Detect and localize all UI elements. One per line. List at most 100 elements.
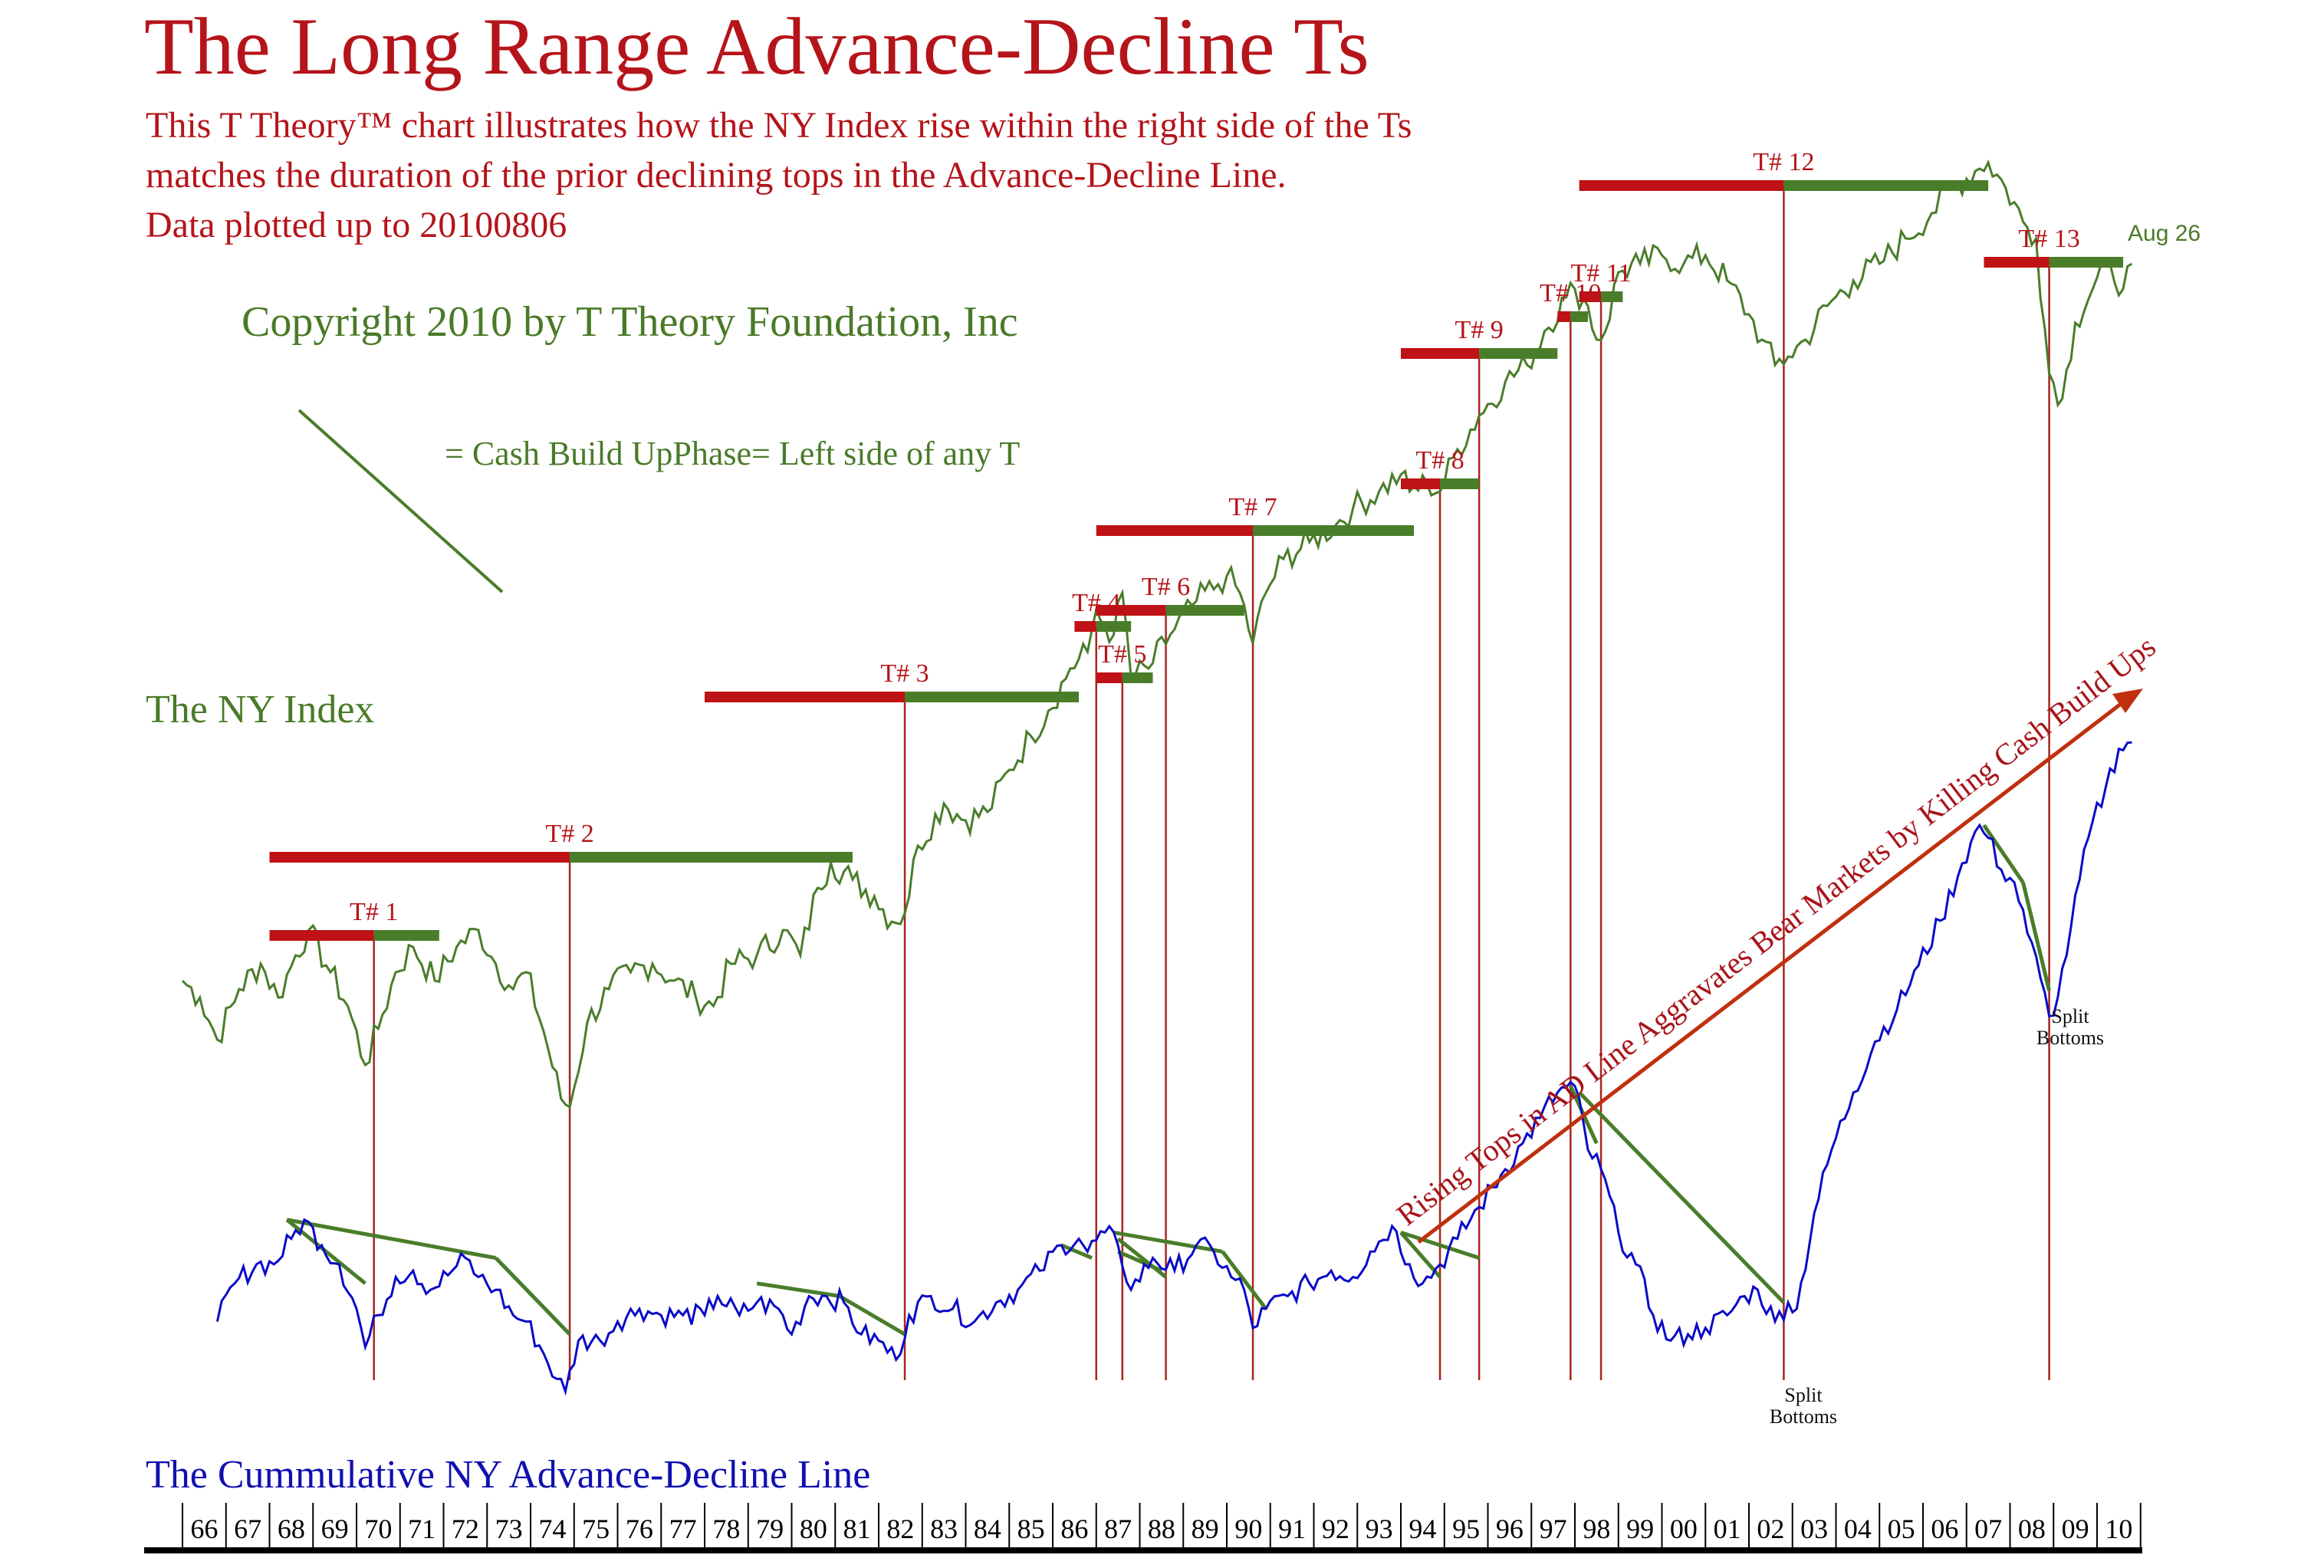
ad-line-label: The Cummulative NY Advance-Decline Line	[146, 1453, 871, 1497]
x-tick-label: 92	[1322, 1514, 1349, 1544]
t-label: T# 9	[1455, 316, 1504, 344]
rising-tops-annotation: Rising Tops in AD Line Aggravates Bear M…	[1390, 629, 2162, 1244]
x-axis: 66 67 68 69 70 71 72 73 74 75 76 77 78 79 80 81 82 83 84 85…	[144, 1503, 2142, 1553]
x-tick-label: 88	[1148, 1514, 1175, 1544]
x-tick-label: 87	[1104, 1514, 1132, 1544]
t-bar-right	[1783, 180, 1989, 191]
t-bar-left	[705, 692, 906, 702]
x-tick-label: 01	[1714, 1514, 1741, 1544]
chart-title: The Long Range Advance-Decline Ts	[144, 2, 1369, 91]
t-label: T# 5	[1098, 640, 1146, 669]
x-tick-label: 95	[1452, 1514, 1480, 1544]
x-tick-label: 86	[1060, 1514, 1088, 1544]
x-tick-label: 85	[1017, 1514, 1045, 1544]
ad-trendline	[1117, 1250, 1162, 1273]
subtitle-line-1: This T Theory™ chart illustrates how the…	[146, 105, 1412, 146]
split-bottoms-ad: Split Bottoms Split Bottoms	[1770, 1005, 2104, 1428]
x-tick-label: 73	[495, 1514, 523, 1544]
x-tick-label: 89	[1192, 1514, 1219, 1544]
x-tick-label: 72	[452, 1514, 479, 1544]
x-tick-label: 71	[408, 1514, 436, 1544]
x-tick-label: 79	[756, 1514, 784, 1544]
rising-tops-arrow	[1417, 700, 2125, 1244]
split-bottoms-1-line-1: Split	[1784, 1384, 1823, 1406]
x-tick-label: 03	[1800, 1514, 1828, 1544]
x-tick-label: 02	[1757, 1514, 1784, 1544]
ad-trendline	[1400, 1231, 1480, 1260]
t-label: T# 2	[545, 820, 593, 848]
t-bar-left	[1096, 672, 1123, 683]
t-vertical-lines	[373, 186, 2050, 1380]
t-bar-left	[1074, 621, 1096, 632]
x-tick-label: 67	[234, 1514, 261, 1544]
x-tick-label: 08	[2018, 1514, 2046, 1544]
t-bar-right	[1440, 478, 1480, 489]
x-tick-label: 74	[538, 1514, 566, 1544]
t-bar-right	[373, 930, 439, 941]
ad-trendline	[838, 1294, 906, 1336]
x-tick-label: 83	[930, 1514, 958, 1544]
subtitle-line-3: Data plotted up to 20100806	[146, 205, 567, 245]
t-bar-right	[1253, 525, 1415, 536]
t-bar-right	[1570, 311, 1589, 322]
t-bar-right	[1096, 621, 1132, 632]
x-tick-label: 76	[626, 1514, 653, 1544]
t-bars	[269, 180, 2124, 941]
ad-trendline	[494, 1256, 571, 1336]
x-tick-label: 77	[669, 1514, 697, 1544]
t-label: T# 7	[1228, 493, 1277, 521]
split-bottoms-2-line-1: Split	[2051, 1005, 2089, 1027]
x-tick-label: 75	[582, 1514, 610, 1544]
x-tick-label: 93	[1366, 1514, 1393, 1544]
t-label: T# 3	[880, 659, 929, 688]
copyright-text: Copyright 2010 by T Theory Foundation, I…	[242, 298, 1018, 346]
t-bar-right	[1601, 291, 1623, 302]
t-label: T# 4	[1072, 589, 1120, 617]
t-bar-right	[570, 852, 853, 863]
t-label: T# 8	[1415, 446, 1464, 475]
t-labels: T# 1 T# 2 T# 3 T# 4 T# 5 T# 6 T# 7 T# 8 T# 9 T# 1…	[350, 148, 2080, 926]
x-tick-label: 99	[1626, 1514, 1654, 1544]
ny-index-label: The NY Index	[146, 688, 375, 731]
ad-trendlines	[285, 823, 2052, 1336]
x-tick-label: 69	[321, 1514, 349, 1544]
rising-tops-text: Rising Tops in AD Line Aggravates Bear M…	[1390, 629, 2162, 1232]
t-bar-right	[1165, 605, 1244, 616]
ad-line	[215, 741, 2132, 1396]
split-bottoms-1-line-2: Bottoms	[1770, 1405, 1837, 1428]
x-tick-label: 09	[2062, 1514, 2089, 1544]
t-label: T# 6	[1142, 573, 1190, 601]
t-label: T# 11	[1571, 259, 1632, 288]
t-bar-right	[2049, 257, 2124, 268]
t-bar-left	[269, 852, 570, 863]
ad-trendline	[1060, 1243, 1093, 1260]
ad-trendline	[285, 1218, 367, 1285]
x-tick-label: 98	[1583, 1514, 1610, 1544]
x-tick-label: 10	[2105, 1514, 2132, 1544]
t-bar-left	[1096, 605, 1166, 616]
x-tick-label: 70	[364, 1514, 392, 1544]
t-bar-left	[1579, 180, 1784, 191]
split-bottoms-2-line-2: Bottoms	[2036, 1027, 2104, 1049]
x-tick-label: 07	[1974, 1514, 2002, 1544]
x-tick-label: 96	[1496, 1514, 1524, 1544]
arrow-head-icon	[2112, 689, 2143, 713]
x-tick-label: 78	[712, 1514, 740, 1544]
x-tick-label: 68	[278, 1514, 305, 1544]
x-tick-label: 04	[1844, 1514, 1872, 1544]
legend-text: = Cash Build UpPhase= Left side of any T	[445, 435, 1021, 472]
t-label: T# 1	[350, 898, 398, 926]
x-tick-label: 84	[974, 1514, 1001, 1544]
x-tick-label: 06	[1931, 1514, 1958, 1544]
t-bar-left	[269, 930, 374, 941]
subtitle-line-2: matches the duration of the prior declin…	[146, 155, 1287, 196]
x-tick-label: 82	[886, 1514, 914, 1544]
ad-trendline	[1399, 1231, 1441, 1279]
legend-sample-line	[297, 409, 504, 593]
t-bar-left	[1579, 291, 1602, 302]
ny-index-line	[181, 159, 2133, 1109]
t-bar-left	[1401, 348, 1480, 359]
ad-trendline	[2021, 882, 2052, 991]
t-bar-right	[1122, 672, 1153, 683]
